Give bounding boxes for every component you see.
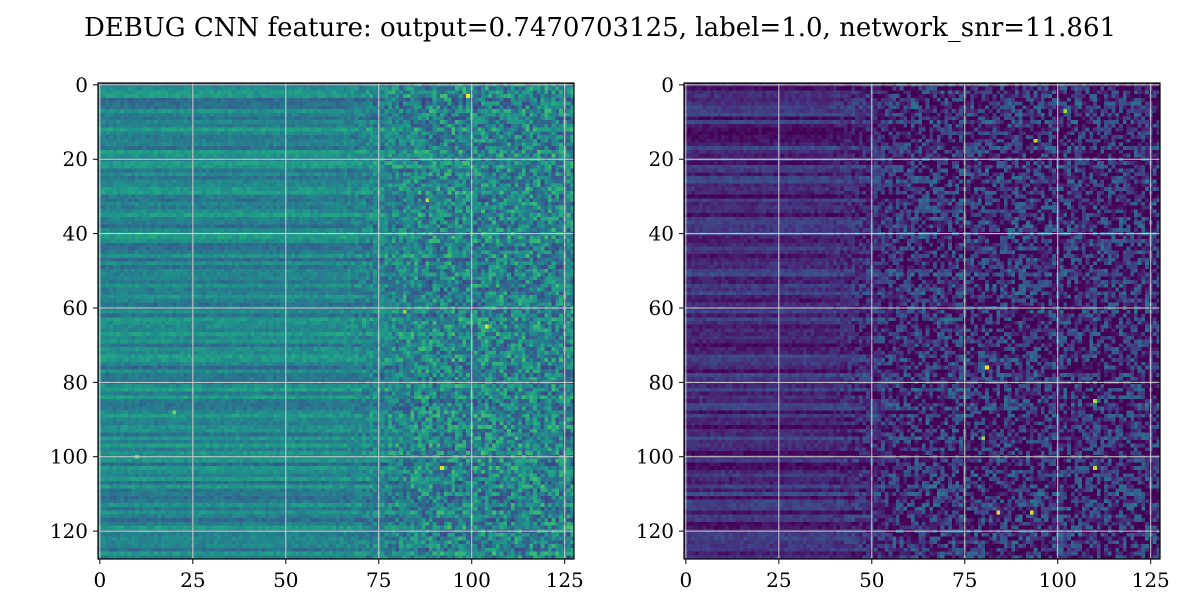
heatmap-image [684,83,1160,559]
y-tick-label: 80 [649,370,674,394]
y-tick-label: 120 [636,519,674,543]
y-tick-label: 20 [63,147,88,171]
heatmap-panel-left: 0 25 50 75 100 125 0 20 40 60 80 100 120 [50,73,584,592]
x-tick-label: 0 [93,568,106,592]
x-tick-label: 25 [180,568,205,592]
axes-frame [683,82,1161,560]
y-tick-label: 100 [636,445,674,469]
y-tick-label: 40 [63,222,88,246]
y-tick-label: 60 [63,296,88,320]
x-tick-label: 0 [679,568,692,592]
x-tick-label: 75 [366,568,391,592]
y-tick-label: 20 [649,147,674,171]
x-tick-label: 100 [453,568,491,592]
x-tick-label: 75 [952,568,977,592]
y-tick-label: 80 [63,370,88,394]
x-tick-label: 125 [1132,568,1170,592]
axes-frame [97,82,575,560]
y-tick-label: 0 [75,73,88,97]
x-tick-label: 50 [273,568,298,592]
heatmap-image [98,83,574,559]
figure-title: DEBUG CNN feature: output=0.7470703125, … [84,13,1116,43]
y-tick-label: 100 [50,445,88,469]
y-tick-label: 60 [649,296,674,320]
x-tick-label: 25 [766,568,791,592]
heatmap-panel-right: 0 25 50 75 100 125 0 20 40 60 80 100 120 [636,73,1170,592]
x-tick-label: 50 [859,568,884,592]
x-tick-label: 100 [1039,568,1077,592]
x-tick-label: 125 [546,568,584,592]
y-tick-label: 0 [661,73,674,97]
y-tick-label: 120 [50,519,88,543]
y-tick-label: 40 [649,222,674,246]
